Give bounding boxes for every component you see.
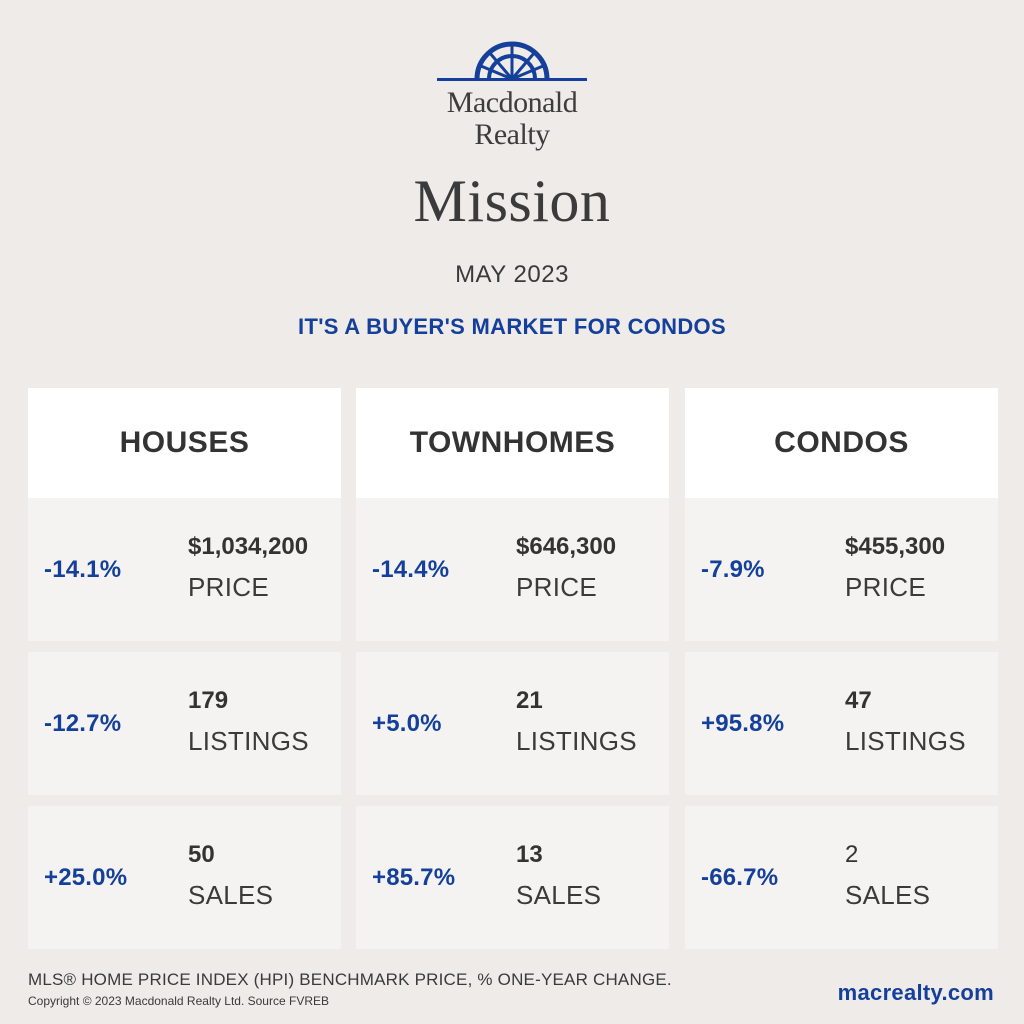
stat-card-sales: +85.7% 13 SALES: [356, 806, 669, 949]
stat-card-price: -14.1% $1,034,200 PRICE: [28, 498, 341, 641]
stat-label: SALES: [188, 880, 274, 910]
percent-change: +5.0%: [372, 709, 442, 737]
footnote: MLS® HOME PRICE INDEX (HPI) BENCHMARK PR…: [28, 970, 672, 989]
stat-label: SALES: [516, 880, 602, 910]
column-houses: HOUSES -14.1% $1,034,200 PRICE -12.7% 17…: [28, 388, 341, 949]
market-headline: IT'S A BUYER'S MARKET FOR CONDOS: [298, 314, 726, 339]
stat-label: PRICE: [516, 572, 597, 602]
stat-value: 2: [845, 841, 859, 868]
stat-label: SALES: [845, 880, 931, 910]
stat-label: LISTINGS: [845, 726, 966, 756]
stat-label: PRICE: [845, 572, 926, 602]
column-header: CONDOS: [685, 388, 998, 498]
report-period: MAY 2023: [455, 261, 569, 288]
stat-card-price: -14.4% $646,300 PRICE: [356, 498, 669, 641]
column-condos: CONDOS -7.9% $455,300 PRICE +95.8% 47 LI…: [685, 388, 998, 949]
percent-change: -7.9%: [701, 555, 765, 583]
column-header: HOUSES: [28, 388, 341, 498]
percent-change: +25.0%: [44, 863, 128, 891]
stat-value: $455,300: [845, 533, 946, 560]
website-link[interactable]: macrealty.com: [837, 980, 994, 1005]
brand-name-line1: Macdonald: [446, 86, 578, 119]
percent-change: +85.7%: [372, 863, 456, 891]
stat-card-sales: +25.0% 50 SALES: [28, 806, 341, 949]
percent-change: -14.4%: [372, 555, 450, 583]
percent-change: -14.1%: [44, 555, 122, 583]
percent-change: -66.7%: [701, 863, 779, 891]
column-header: TOWNHOMES: [356, 388, 669, 498]
stat-value: 50: [188, 841, 215, 868]
stat-card-sales: -66.7% 2 SALES: [685, 806, 998, 949]
stat-card-price: -7.9% $455,300 PRICE: [685, 498, 998, 641]
brand-name-line2: Realty: [474, 118, 550, 151]
stat-label: PRICE: [188, 572, 269, 602]
stat-value: $646,300: [516, 533, 617, 560]
stat-card-listings: -12.7% 179 LISTINGS: [28, 652, 341, 795]
stat-value: 179: [188, 687, 229, 714]
stat-label: LISTINGS: [516, 726, 637, 756]
stat-label: LISTINGS: [188, 726, 309, 756]
percent-change: -12.7%: [44, 709, 122, 737]
stat-value: $1,034,200: [188, 533, 309, 560]
page-title: Mission: [413, 168, 611, 234]
compass-rose-icon: [437, 41, 587, 81]
stat-value: 13: [516, 841, 543, 868]
stat-card-listings: +5.0% 21 LISTINGS: [356, 652, 669, 795]
stat-card-listings: +95.8% 47 LISTINGS: [685, 652, 998, 795]
stat-value: 47: [845, 687, 872, 714]
brand-logo: [0, 36, 1024, 86]
copyright: Copyright © 2023 Macdonald Realty Ltd. S…: [28, 994, 329, 1008]
column-townhomes: TOWNHOMES -14.4% $646,300 PRICE +5.0% 21…: [356, 388, 669, 949]
stat-value: 21: [516, 687, 543, 714]
percent-change: +95.8%: [701, 709, 785, 737]
